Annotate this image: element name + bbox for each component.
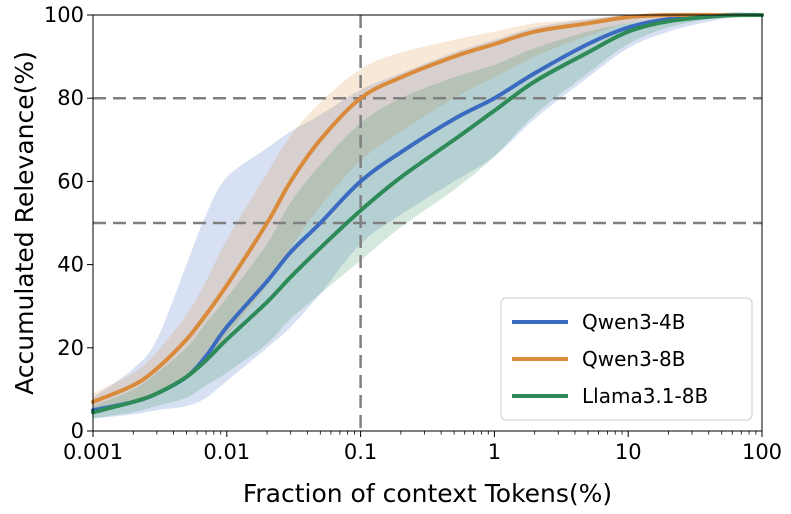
- legend: Qwen3-4B Qwen3-8B Llama3.1-8B: [500, 297, 753, 421]
- legend-label-1: Qwen3-4B: [582, 310, 685, 334]
- y-tick-label: 100: [44, 3, 84, 27]
- x-tick-label: 0.001: [63, 440, 123, 464]
- x-tick-label: 10: [615, 440, 642, 464]
- band-2: [93, 14, 762, 411]
- x-tick-label: 100: [742, 440, 782, 464]
- band-1: [93, 14, 762, 419]
- y-tick-label: 60: [57, 169, 84, 193]
- plot-frame: [92, 14, 763, 432]
- legend-label-2: Qwen3-8B: [582, 347, 685, 371]
- x-axis-title: Fraction of context Tokens(%): [243, 479, 612, 508]
- band-3: [93, 14, 762, 419]
- confidence-bands: [93, 14, 762, 419]
- y-tick-label: 80: [57, 86, 84, 110]
- x-axis-ticks: 0.001 0.01 0.1 1 10 100: [63, 431, 782, 464]
- y-axis-title: Accumulated Relevance(%): [10, 51, 39, 395]
- reference-lines: [93, 15, 762, 431]
- series-line-2: [91, 12, 764, 404]
- x-tick-label: 0.01: [203, 440, 250, 464]
- y-axis-ticks: 0 20 40 60 80 100: [44, 3, 93, 443]
- y-tick-label: 40: [57, 253, 84, 277]
- legend-label-3: Llama3.1-8B: [582, 384, 708, 408]
- y-tick-label: 20: [57, 336, 84, 360]
- x-tick-label: 1: [488, 440, 501, 464]
- x-tick-label: 0.1: [344, 440, 377, 464]
- series-lines: [91, 12, 764, 415]
- legend-box: [500, 297, 753, 421]
- series-line-3: [91, 13, 764, 415]
- y-tick-label: 0: [71, 419, 84, 443]
